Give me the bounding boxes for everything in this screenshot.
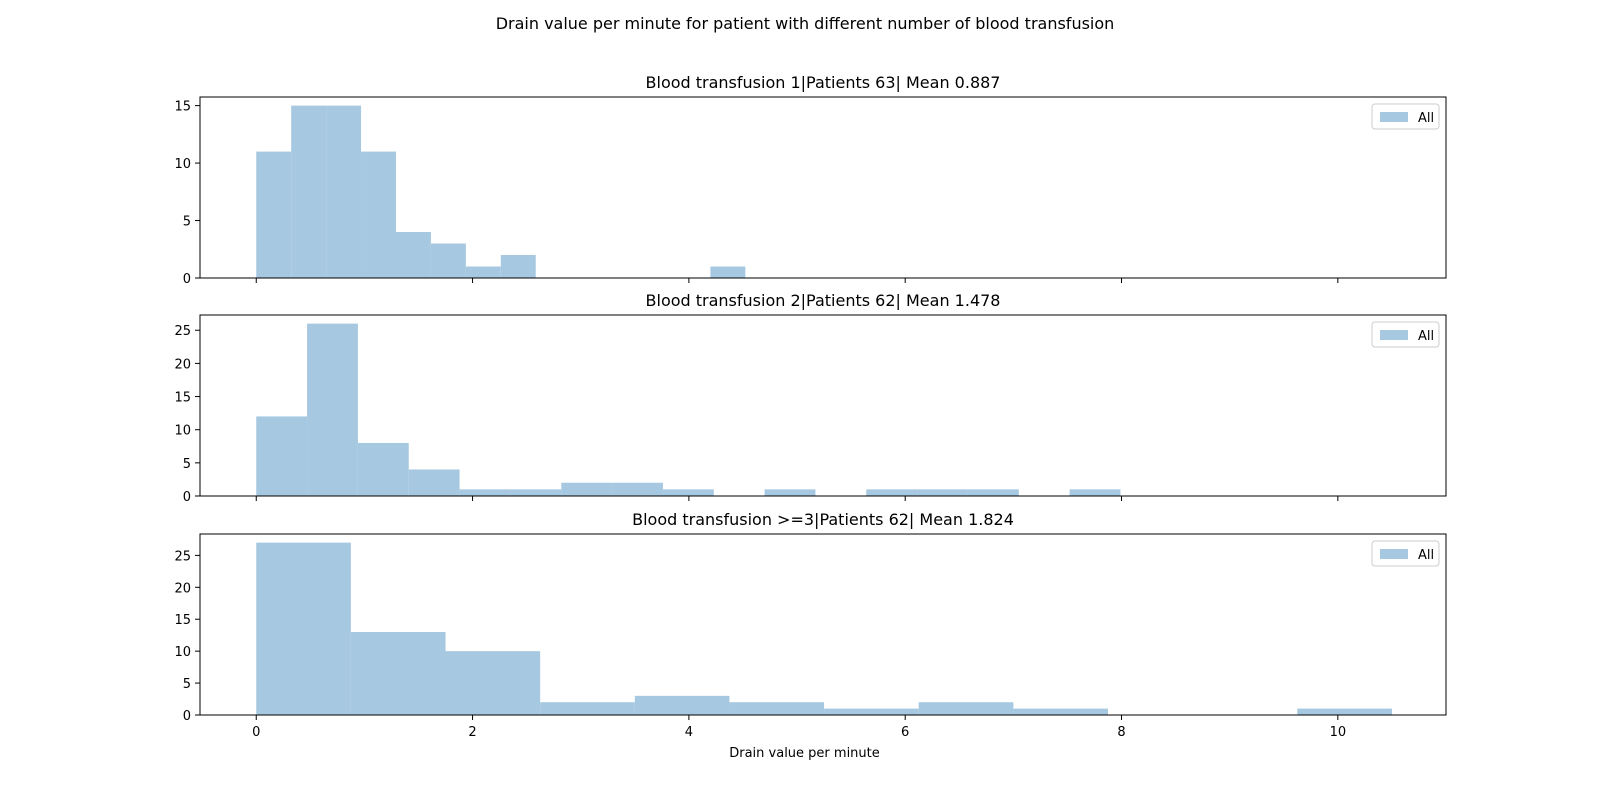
x-tick-label: 6: [901, 725, 909, 740]
y-tick-label: 10: [174, 157, 191, 172]
histogram-bar: [361, 151, 396, 278]
subplot-title: Blood transfusion 1|Patients 63| Mean 0.…: [646, 73, 1001, 92]
histogram-bar: [540, 702, 635, 715]
subplot-1: Blood transfusion 1|Patients 63| Mean 0.…: [174, 73, 1447, 287]
subplot-title: Blood transfusion >=3|Patients 62| Mean …: [632, 510, 1014, 529]
subplot-title: Blood transfusion 2|Patients 62| Mean 1.…: [646, 291, 1001, 310]
y-tick-label: 20: [174, 357, 191, 372]
histogram-bar: [408, 469, 460, 496]
y-tick-label: 15: [174, 613, 191, 628]
histogram-bars: [256, 323, 1121, 496]
legend-label: All: [1418, 329, 1434, 344]
histogram-bar: [662, 489, 714, 496]
legend-swatch: [1380, 112, 1408, 122]
y-tick-label: 5: [183, 215, 191, 230]
histogram-bar: [1013, 708, 1109, 715]
histogram-bar: [350, 632, 446, 715]
histogram-bar: [917, 489, 968, 496]
histogram-bar: [465, 266, 501, 278]
x-tick-label: 0: [252, 725, 260, 740]
y-tick-label: 25: [174, 324, 191, 339]
y-tick-label: 20: [174, 581, 191, 596]
histogram-bar: [510, 489, 562, 496]
histogram-bar: [445, 651, 541, 715]
histogram-bar: [459, 489, 511, 496]
subplot-3: Blood transfusion >=3|Patients 62| Mean …: [174, 510, 1447, 740]
subplot-2: Blood transfusion 2|Patients 62| Mean 1.…: [174, 291, 1447, 505]
histogram-bar: [395, 232, 431, 278]
histogram-bar: [918, 702, 1014, 715]
y-tick-label: 0: [183, 272, 191, 287]
y-tick-label: 0: [183, 709, 191, 724]
y-tick-label: 15: [174, 100, 191, 115]
histogram-bar: [256, 416, 308, 496]
histogram-bar: [967, 489, 1019, 496]
histogram-bar: [866, 489, 918, 496]
y-tick-label: 5: [183, 457, 191, 472]
histogram-bar: [326, 105, 362, 278]
histogram-bar: [1069, 489, 1121, 496]
y-tick-label: 15: [174, 391, 191, 406]
histogram-bar: [764, 489, 816, 496]
histogram-bar: [291, 105, 327, 278]
legend-label: All: [1418, 548, 1434, 563]
histogram-bar: [710, 266, 746, 278]
histogram-bars: [256, 542, 1392, 715]
histogram-bar: [256, 151, 292, 278]
x-tick-label: 2: [468, 725, 476, 740]
x-tick-label: 10: [1330, 725, 1347, 740]
x-axis-label: Drain value per minute: [729, 746, 880, 761]
histogram-bar: [1297, 708, 1392, 715]
plot-frame: [199, 96, 1447, 279]
x-tick-label: 4: [685, 725, 693, 740]
histogram-bar: [256, 542, 351, 715]
y-tick-label: 25: [174, 549, 191, 564]
legend-swatch: [1380, 549, 1408, 559]
subplots: Blood transfusion 1|Patients 63| Mean 0.…: [174, 73, 1447, 740]
plot-frame: [199, 314, 1447, 497]
y-tick-label: 5: [183, 677, 191, 692]
histogram-bar: [634, 695, 730, 715]
y-tick-label: 0: [183, 490, 191, 505]
legend: All: [1371, 321, 1440, 348]
plot-frame: [199, 533, 1447, 716]
histogram-bar: [561, 482, 613, 496]
histogram-bar: [307, 323, 358, 496]
histogram-bar: [729, 702, 825, 715]
x-tick-label: 8: [1117, 725, 1125, 740]
y-tick-label: 10: [174, 424, 191, 439]
histogram-bar: [430, 243, 466, 278]
histogram-bar: [357, 442, 409, 496]
y-tick-label: 10: [174, 645, 191, 660]
legend: All: [1371, 540, 1440, 567]
histogram-bar: [612, 482, 663, 496]
histogram-bars: [256, 105, 746, 278]
legend-label: All: [1418, 111, 1434, 126]
legend: All: [1371, 103, 1440, 130]
figure-suptitle: Drain value per minute for patient with …: [496, 14, 1115, 33]
legend-swatch: [1380, 330, 1408, 340]
histogram-bar: [500, 255, 536, 278]
histogram-bar: [824, 708, 919, 715]
